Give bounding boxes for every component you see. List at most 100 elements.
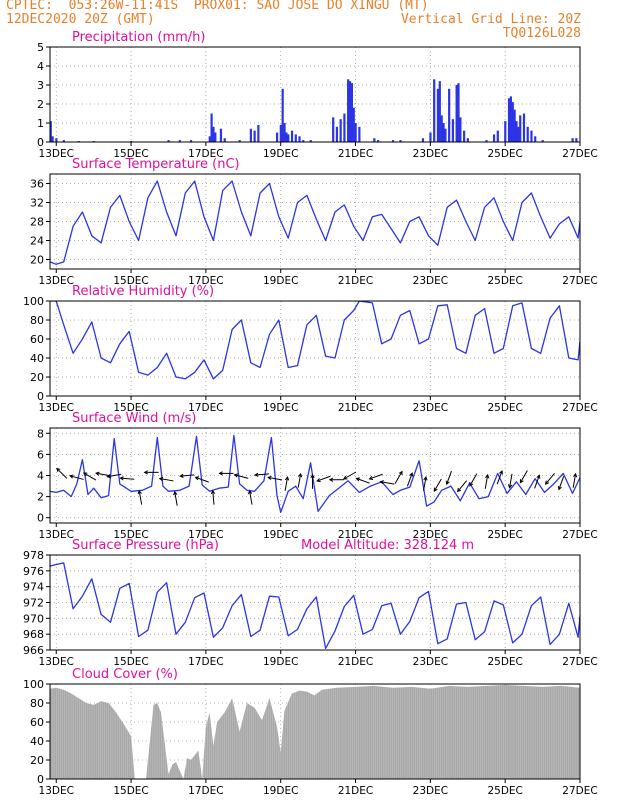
x-tick-label: 21DEC <box>338 785 373 797</box>
y-tick-label: 40 <box>30 735 44 748</box>
y-tick-label: 60 <box>30 716 44 729</box>
precip-bar <box>178 140 181 142</box>
x-tick-label: 23DEC <box>413 275 448 287</box>
y-tick-label: 80 <box>30 697 44 710</box>
y-tick-label: 5 <box>37 41 44 54</box>
y-tick-label: 28 <box>30 216 44 229</box>
panel-data <box>50 562 580 650</box>
y-tick-label: 0 <box>37 512 44 525</box>
y-tick-label: 0 <box>37 136 44 149</box>
wind-arrow <box>143 470 159 475</box>
series-line <box>50 434 580 514</box>
precip-bar <box>457 83 460 142</box>
panel-title: Surface Wind (m/s) <box>72 411 196 426</box>
panel-2: Surface Temperature (nC) 20 24 28 32 36 13DEC 1… <box>30 157 598 287</box>
precip-bar <box>438 81 441 142</box>
x-tick-label: 21DEC <box>338 148 373 160</box>
wind-arrow <box>433 478 442 492</box>
wind-arrow <box>544 472 555 485</box>
x-tick-label: 23DEC <box>413 402 448 414</box>
wind-arrow <box>218 471 234 476</box>
y-tick-label: 40 <box>30 352 44 365</box>
wind-arrow <box>69 474 84 480</box>
panel-5: Surface Pressure (hPa) Model Altitude: 32… <box>23 538 598 668</box>
precip-bar <box>440 115 443 142</box>
x-tick-label: 19DEC <box>263 656 298 668</box>
cloud-area <box>50 685 580 779</box>
panel-frame <box>49 173 581 270</box>
y-tick-label: 20 <box>30 254 44 267</box>
x-tick-label: 17DEC <box>188 656 223 668</box>
precip-bar <box>347 79 350 142</box>
y-tick-label: 24 <box>30 235 44 248</box>
x-tick-label: 25DEC <box>487 275 522 287</box>
precip-bar <box>436 88 440 142</box>
wind-arrow <box>519 470 528 484</box>
precip-bar <box>208 136 211 142</box>
x-tick-label: 19DEC <box>263 402 298 414</box>
header-location: CPTEC: 053:26W-11:41S PROX01: SAO JOSE D… <box>6 0 429 13</box>
precip-bar <box>455 85 458 142</box>
precip-bar <box>530 130 533 142</box>
y-tick-label: 2 <box>37 491 44 504</box>
precip-bar <box>513 109 516 142</box>
precip-bar <box>451 119 455 142</box>
x-tick-label: 13DEC <box>39 275 74 287</box>
precip-bar <box>433 79 436 142</box>
precip-bar <box>448 88 451 142</box>
x-tick-label: 27DEC <box>562 785 597 797</box>
precip-bar <box>444 128 447 142</box>
precip-bar <box>463 130 466 142</box>
precip-bar <box>575 138 578 142</box>
series-line <box>50 301 580 380</box>
precip-bar <box>214 132 217 142</box>
y-tick-label: 6 <box>37 448 44 461</box>
y-tick-label: 4 <box>37 470 44 483</box>
panel-data <box>50 180 580 265</box>
panel-data <box>50 684 580 779</box>
wind-arrow <box>423 476 428 491</box>
precip-bar <box>55 138 58 142</box>
y-tick-label: 970 <box>23 612 44 625</box>
precip-bar <box>212 126 215 142</box>
x-tick-label: 19DEC <box>263 785 298 797</box>
panel-4: Surface Wind (m/s) 0 2 4 6 8 13DEC 15DEC 17DEC 19… <box>37 411 598 541</box>
wind-arrow <box>297 472 303 488</box>
precip-bar <box>399 140 402 142</box>
panel-title: Surface Temperature (nC) <box>72 157 240 172</box>
panel-3: Relative Humidity (%) 0 20 40 60 80 100 13DEC 15… <box>23 284 598 414</box>
precip-bar <box>376 140 380 142</box>
wind-arrow <box>456 480 468 493</box>
wind-arrow <box>572 472 578 488</box>
precip-bar <box>571 138 574 142</box>
x-tick-label: 25DEC <box>487 785 522 797</box>
precip-bar <box>50 121 52 142</box>
panel-data <box>50 434 580 514</box>
precip-bar <box>283 123 286 142</box>
precip-bar <box>496 130 499 142</box>
header-grid-note: Vertical Grid Line: 20Z <box>400 12 581 27</box>
precip-bar <box>515 121 518 142</box>
precip-bar <box>429 132 432 142</box>
y-tick-label: 966 <box>23 644 44 657</box>
y-tick-label: 978 <box>23 549 44 562</box>
y-tick-label: 968 <box>23 628 44 641</box>
y-tick-label: 972 <box>23 597 44 610</box>
precip-bar <box>290 130 294 142</box>
wind-arrow <box>95 471 110 477</box>
y-tick-label: 32 <box>30 197 44 210</box>
precip-bar <box>189 140 193 142</box>
precip-bar <box>507 98 511 142</box>
wind-arrow <box>247 489 253 505</box>
y-tick-label: 0 <box>37 773 44 786</box>
x-tick-label: 21DEC <box>338 529 373 541</box>
x-tick-label: 17DEC <box>188 148 223 160</box>
x-tick-label: 23DEC <box>413 148 448 160</box>
wind-arrow <box>56 467 68 479</box>
precip-bar <box>492 134 496 142</box>
y-tick-label: 20 <box>30 371 44 384</box>
wind-arrow <box>316 475 331 483</box>
x-tick-label: 25DEC <box>487 402 522 414</box>
x-tick-label: 15DEC <box>113 148 148 160</box>
panel-frame <box>49 427 581 524</box>
